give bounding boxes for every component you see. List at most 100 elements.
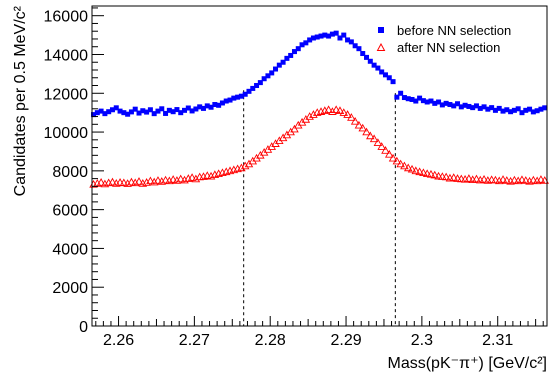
data-point-before (523, 107, 529, 113)
data-point-after (377, 142, 386, 150)
data-point-before (166, 107, 172, 113)
plot-frame (91, 5, 548, 327)
data-point-before (534, 108, 540, 114)
data-point-before (462, 102, 468, 108)
data-point-before (417, 95, 423, 101)
data-point-before (314, 34, 320, 40)
data-point-after (305, 112, 314, 120)
x-tick-label: 2.29 (330, 332, 361, 349)
data-point-after (187, 173, 197, 181)
data-point-before (144, 109, 150, 115)
data-point-after (350, 116, 360, 125)
data-point-before (121, 110, 127, 116)
data-point-before (326, 33, 332, 39)
y-axis-ticks: 0 2000 4000 6000 8000 10000 12000 14000 16000 (44, 7, 104, 336)
data-point-before (303, 40, 309, 46)
data-point-after (540, 176, 549, 184)
data-point-after (403, 163, 413, 172)
data-point-after (134, 177, 144, 185)
data-point-before (102, 111, 108, 117)
data-point-before (511, 107, 517, 113)
data-point-before (200, 105, 206, 111)
data-point-before (250, 85, 256, 91)
series-before-nn (91, 30, 548, 118)
data-point-after (536, 175, 546, 183)
data-point-after (290, 124, 299, 133)
data-point-before (329, 31, 335, 37)
data-point-after (426, 169, 436, 178)
data-point-before (473, 103, 479, 109)
data-point-before (288, 52, 294, 58)
data-point-before (333, 30, 339, 36)
data-point-before (106, 109, 112, 115)
data-point-after (369, 134, 379, 143)
data-point-before (231, 95, 237, 101)
data-point-after (388, 153, 398, 162)
y-tick-label: 2000 (52, 280, 88, 297)
data-point-before (159, 106, 165, 112)
data-point-before (185, 105, 191, 111)
data-point-before (439, 102, 445, 108)
data-point-after (396, 159, 405, 168)
data-point-after (422, 169, 432, 178)
data-point-before (508, 109, 514, 115)
data-point-after (441, 172, 451, 181)
data-point-after (430, 170, 440, 179)
y-tick-label: 0 (79, 319, 88, 336)
data-point-before (295, 46, 301, 52)
data-point-before (341, 32, 347, 38)
data-point-before (208, 104, 214, 110)
data-point-after (195, 172, 204, 181)
data-point-before (345, 37, 351, 43)
data-point-before (125, 111, 131, 117)
data-point-before (212, 102, 218, 108)
data-point-before (382, 72, 388, 78)
data-point-after (419, 168, 428, 177)
data-point-after (521, 176, 531, 184)
data-point-after (324, 105, 333, 114)
data-point-after (309, 110, 318, 118)
data-point-before (500, 108, 506, 114)
data-point-after (240, 161, 250, 170)
data-point-before (394, 94, 400, 100)
data-point-before (492, 107, 498, 113)
data-point-before (216, 102, 222, 108)
data-point-before (485, 106, 491, 112)
data-point-before (197, 104, 203, 110)
data-point-before (348, 39, 354, 45)
data-point-before (307, 37, 313, 43)
data-point-before (496, 105, 502, 111)
data-point-before (265, 73, 271, 79)
x-axis-ticks: 2.26 2.27 2.28 2.29 2.3 2.31 (95, 316, 544, 349)
data-point-before (276, 62, 282, 68)
data-point-before (299, 42, 305, 48)
data-point-after (191, 174, 201, 183)
data-point-after (479, 174, 489, 183)
y-axis-title: Candidates per 0.5 MeV/c² (12, 5, 29, 196)
data-point-after (392, 156, 402, 165)
data-point-after (472, 174, 481, 183)
data-point-after (328, 107, 337, 115)
data-point-before (447, 102, 453, 108)
data-point-before (235, 94, 241, 100)
data-point-before (113, 105, 119, 111)
data-point-after (127, 177, 136, 186)
data-point-before (257, 80, 263, 86)
data-point-before (420, 98, 426, 104)
data-point-before (337, 35, 343, 41)
data-point-after (502, 176, 512, 184)
data-point-before (136, 110, 142, 116)
data-point-before (458, 104, 464, 110)
data-point-before (219, 100, 225, 106)
data-point-before (527, 106, 533, 112)
data-point-before (364, 54, 370, 60)
data-point-before (390, 79, 396, 85)
data-point-before (273, 66, 279, 72)
data-point-before (455, 101, 461, 107)
data-point-before (398, 90, 404, 96)
data-point-after (168, 175, 178, 183)
data-point-before (242, 91, 248, 97)
y-tick-label: 10000 (44, 125, 89, 142)
data-point-after (385, 149, 394, 158)
